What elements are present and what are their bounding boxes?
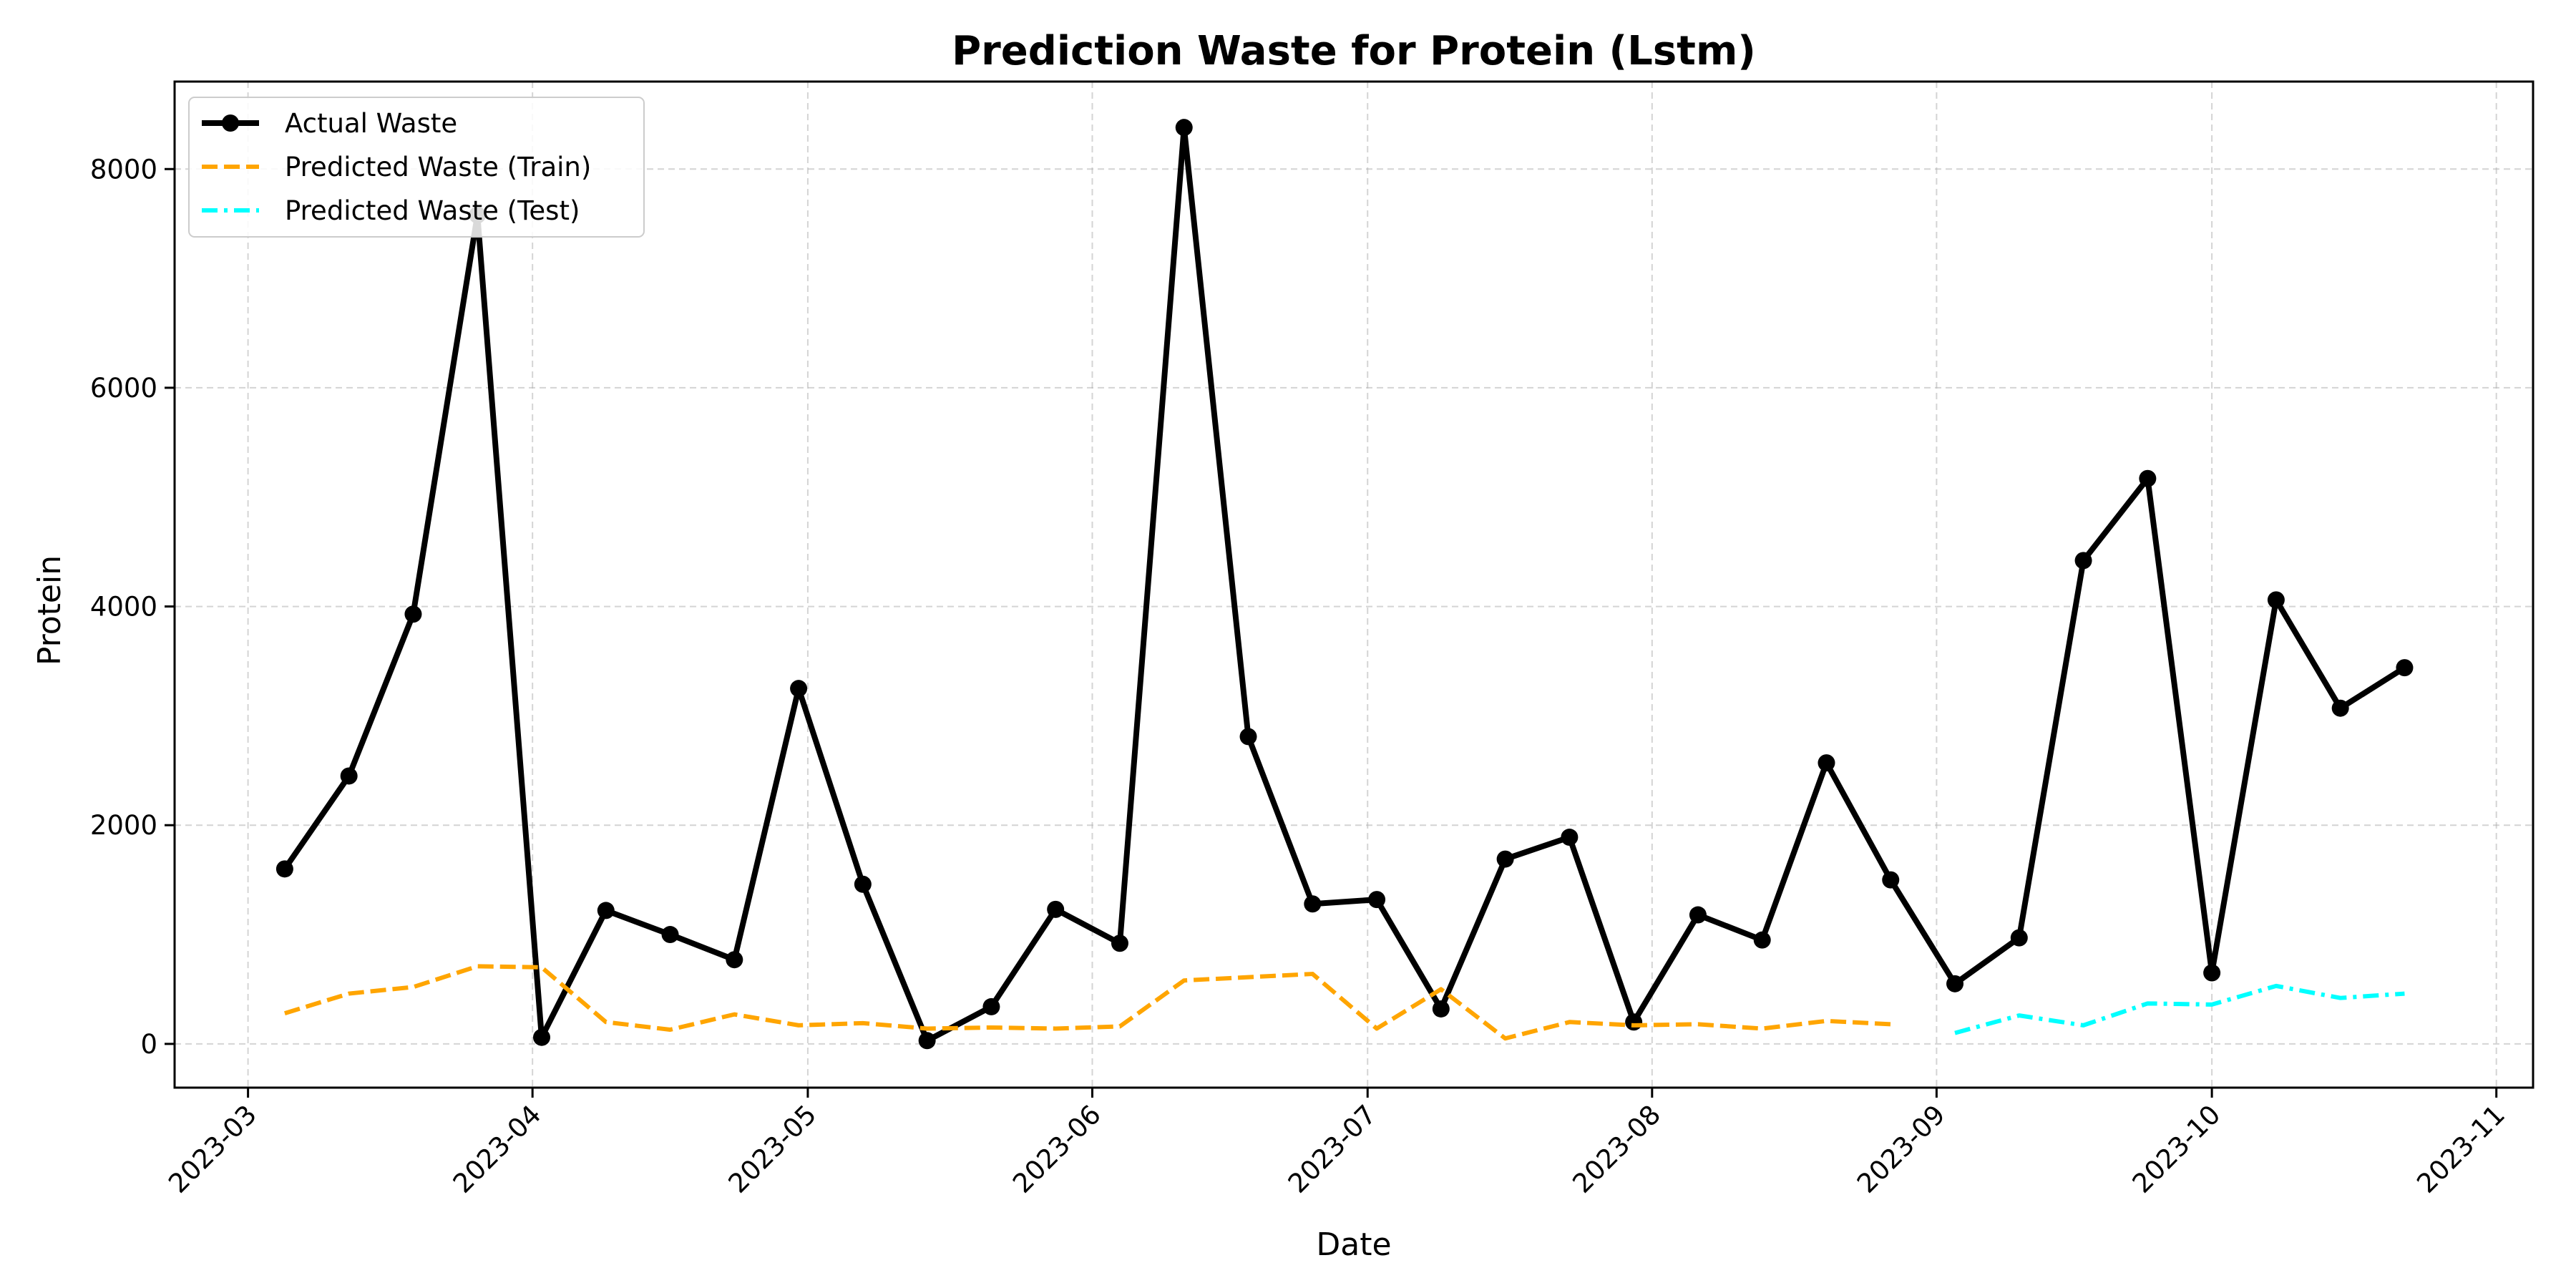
- actual-waste-point: [404, 605, 422, 623]
- actual-waste-point: [790, 680, 808, 698]
- series-line-0: [282, 125, 2406, 1044]
- actual-waste-point: [597, 902, 615, 919]
- actual-waste-point: [340, 767, 358, 785]
- legend: Actual Waste Predicted Waste (Train) Pre…: [188, 97, 645, 238]
- actual-waste-point: [854, 875, 872, 893]
- actual-waste-point: [1047, 900, 1065, 918]
- actual-waste-point: [1239, 728, 1257, 746]
- actual-waste-point: [1753, 931, 1771, 949]
- series-line-1: [284, 964, 1891, 1041]
- actual-waste-point: [2010, 929, 2028, 947]
- y-tick-label: 0: [140, 1029, 157, 1060]
- actual-waste-point: [1561, 829, 1579, 847]
- legend-label-test: Predicted Waste (Test): [285, 195, 580, 226]
- actual-waste-point: [1432, 1000, 1450, 1018]
- actual-waste-point: [275, 860, 293, 878]
- actual-waste-point: [2139, 469, 2157, 487]
- actual-waste-point: [1111, 935, 1128, 952]
- actual-waste-point: [1818, 754, 1835, 772]
- actual-waste-point: [2396, 659, 2414, 677]
- legend-marker-actual: [222, 114, 239, 132]
- y-tick-label: 6000: [90, 373, 157, 404]
- actual-waste-point: [2074, 552, 2092, 570]
- series-line-2: [1954, 983, 2405, 1035]
- actual-waste-point: [1625, 1013, 1643, 1031]
- chart-title: Prediction Waste for Protein (Lstm): [952, 28, 1756, 74]
- actual-waste-point: [532, 1028, 550, 1046]
- legend-label-actual: Actual Waste: [285, 108, 457, 139]
- actual-waste-point: [2267, 591, 2285, 609]
- actual-waste-point: [1689, 906, 1707, 924]
- actual-waste-point: [1304, 895, 1322, 913]
- actual-waste-point: [1368, 891, 1386, 909]
- actual-waste-point: [661, 926, 679, 944]
- actual-waste-point: [2331, 699, 2349, 717]
- x-axis-label: Date: [1316, 1226, 1391, 1263]
- plot-frame: [173, 80, 2534, 1089]
- y-tick-label: 2000: [90, 810, 157, 841]
- actual-waste-point: [1946, 975, 1964, 992]
- y-axis-label: Protein: [31, 555, 68, 665]
- y-tick-label: 4000: [90, 592, 157, 623]
- actual-waste-point: [982, 997, 1000, 1015]
- actual-waste-point: [2203, 964, 2221, 982]
- actual-waste-point: [726, 951, 743, 969]
- actual-waste-point: [918, 1032, 936, 1050]
- y-tick-label: 8000: [90, 154, 157, 185]
- actual-waste-point: [1882, 871, 1900, 889]
- actual-waste-point: [1175, 119, 1193, 137]
- actual-waste-point: [1496, 850, 1514, 868]
- legend-box: [188, 97, 645, 238]
- legend-label-train: Predicted Waste (Train): [285, 152, 591, 182]
